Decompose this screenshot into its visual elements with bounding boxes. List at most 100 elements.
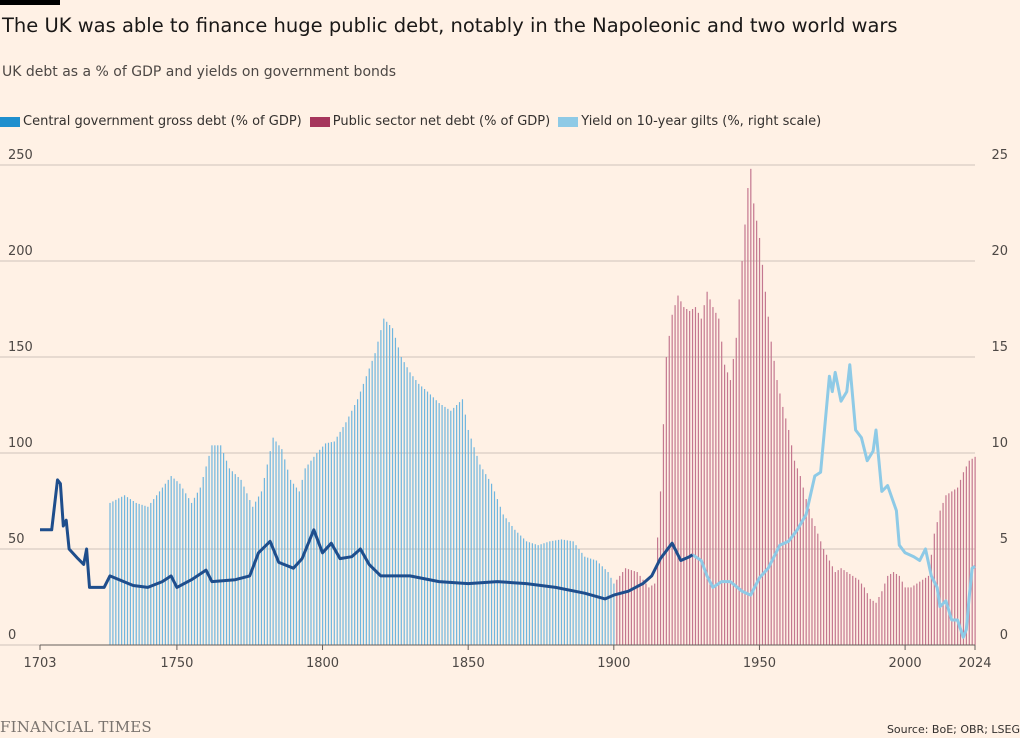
central-gov-debt-bar [141, 504, 143, 645]
public-sector-net-debt-bar [895, 573, 898, 645]
central-gov-debt-bar [354, 405, 356, 645]
central-gov-debt-bar [502, 514, 504, 645]
central-gov-debt-bar [415, 380, 417, 645]
central-gov-debt-bar [456, 405, 458, 645]
central-gov-debt-bar [566, 540, 568, 645]
central-gov-debt-bar [322, 446, 324, 645]
central-gov-debt-bar [269, 451, 271, 645]
central-gov-debt-bar [488, 478, 490, 645]
x-tick-label: 1900 [597, 656, 630, 671]
public-sector-net-debt-bar [927, 575, 930, 645]
public-sector-net-debt-bar [726, 372, 729, 645]
public-sector-net-debt-bar [636, 572, 638, 645]
central-gov-debt-bar [450, 410, 452, 645]
central-gov-debt-bar [202, 477, 204, 645]
central-gov-debt-bar [272, 437, 274, 645]
public-sector-net-debt-bar [840, 568, 842, 645]
gilt-yield-line-late [691, 363, 976, 639]
public-sector-net-debt-bar [619, 575, 621, 645]
y-right-tick-label: 10 [991, 436, 1008, 451]
public-sector-net-debt-bar [788, 429, 790, 645]
public-sector-net-debt-bar [942, 502, 944, 645]
central-gov-debt-bar [528, 542, 531, 645]
central-gov-debt-bar [284, 459, 286, 645]
central-gov-debt-bar [161, 487, 164, 645]
central-gov-debt-bar [188, 498, 190, 645]
public-sector-net-debt-bar [671, 314, 673, 645]
central-gov-debt-bar [400, 357, 402, 645]
central-gov-debt-bar [371, 360, 373, 645]
public-sector-net-debt-bar [715, 312, 717, 645]
central-gov-debt-bar [167, 479, 169, 645]
central-gov-debt-bar [572, 541, 574, 645]
central-gov-debt-bar [601, 566, 603, 645]
legend-item-gilt-yield: Yield on 10-year gilts (%, right scale) [558, 114, 821, 129]
public-sector-net-debt-bar [855, 577, 857, 645]
central-gov-debt-bar [196, 492, 198, 645]
legend-item-public-sector-net-debt: Public sector net debt (% of GDP) [309, 114, 550, 129]
central-gov-debt-bar [578, 549, 580, 645]
central-gov-debt-bar [252, 506, 254, 645]
public-sector-net-debt-bar [677, 295, 679, 645]
central-gov-debt-bar [604, 569, 606, 645]
public-sector-net-debt-bar [686, 309, 688, 645]
public-sector-net-debt-bar [683, 307, 685, 645]
central-gov-debt-bar [479, 464, 481, 645]
central-gov-debt-bar [467, 429, 469, 645]
central-gov-debt-bar [205, 466, 207, 645]
central-gov-debt-bar [298, 491, 300, 645]
central-gov-debt-bar [115, 499, 117, 645]
public-sector-net-debt-bar [729, 380, 732, 645]
public-sector-net-debt-bar [910, 587, 912, 645]
public-sector-net-debt-bar [747, 188, 749, 646]
public-sector-net-debt-bar [732, 358, 734, 645]
central-gov-debt-bar [453, 407, 455, 645]
y-left-tick-label: 0 [8, 628, 16, 643]
central-gov-debt-bar [552, 540, 554, 645]
public-sector-net-debt-bar [957, 487, 959, 645]
central-gov-debt-bar [421, 386, 423, 645]
central-gov-debt-bar [531, 543, 533, 645]
public-sector-net-debt-bar [817, 533, 819, 645]
central-gov-debt-bar [301, 479, 303, 645]
chart-title: The UK was able to finance huge public d… [2, 14, 898, 37]
central-gov-debt-bar [476, 455, 478, 645]
chart-subtitle: UK debt as a % of GDP and yields on gove… [2, 64, 397, 80]
central-gov-debt-bar [389, 325, 391, 645]
gilt-yield-line-early [40, 478, 694, 601]
central-gov-debt-bar [348, 416, 350, 645]
central-gov-debt-bar [595, 560, 598, 645]
central-gov-debt-bar [158, 491, 161, 645]
public-sector-net-debt-bar [820, 541, 822, 645]
central-gov-debt-bar [447, 408, 449, 645]
public-sector-net-debt-bar [738, 299, 740, 645]
central-gov-debt-bar [170, 476, 172, 645]
public-sector-net-debt-bar [857, 579, 860, 645]
x-tick-label: 1800 [306, 656, 339, 671]
central-gov-debt-bar [441, 405, 443, 645]
public-sector-net-debt-bar [657, 537, 659, 645]
central-gov-debt-bar [327, 442, 330, 645]
x-tick-label: 2000 [889, 656, 922, 671]
central-gov-debt-bar [470, 438, 472, 645]
public-sector-net-debt-bar [782, 406, 784, 645]
public-sector-net-debt-bar [767, 316, 769, 645]
central-gov-debt-bar [237, 477, 239, 645]
public-sector-net-debt-bar [799, 476, 801, 645]
public-sector-net-debt-bar [933, 533, 935, 645]
central-gov-debt-bar [365, 376, 367, 645]
public-sector-net-debt-bar [694, 307, 697, 645]
central-gov-debt-bar [220, 445, 222, 645]
public-sector-net-debt-bar [951, 491, 953, 645]
central-gov-debt-bar [534, 544, 536, 645]
central-gov-debt-bar [289, 479, 292, 645]
public-sector-net-debt-bar [639, 575, 641, 645]
public-sector-net-debt-bar [954, 489, 956, 645]
central-gov-debt-bar [246, 493, 248, 645]
public-sector-net-debt-bar [901, 581, 903, 645]
y-left-tick-label: 50 [8, 532, 25, 547]
central-gov-debt-bar [231, 471, 233, 645]
central-gov-debt-bar [380, 330, 382, 645]
public-sector-net-debt-bar [659, 491, 662, 645]
central-gov-debt-bar [458, 402, 461, 645]
